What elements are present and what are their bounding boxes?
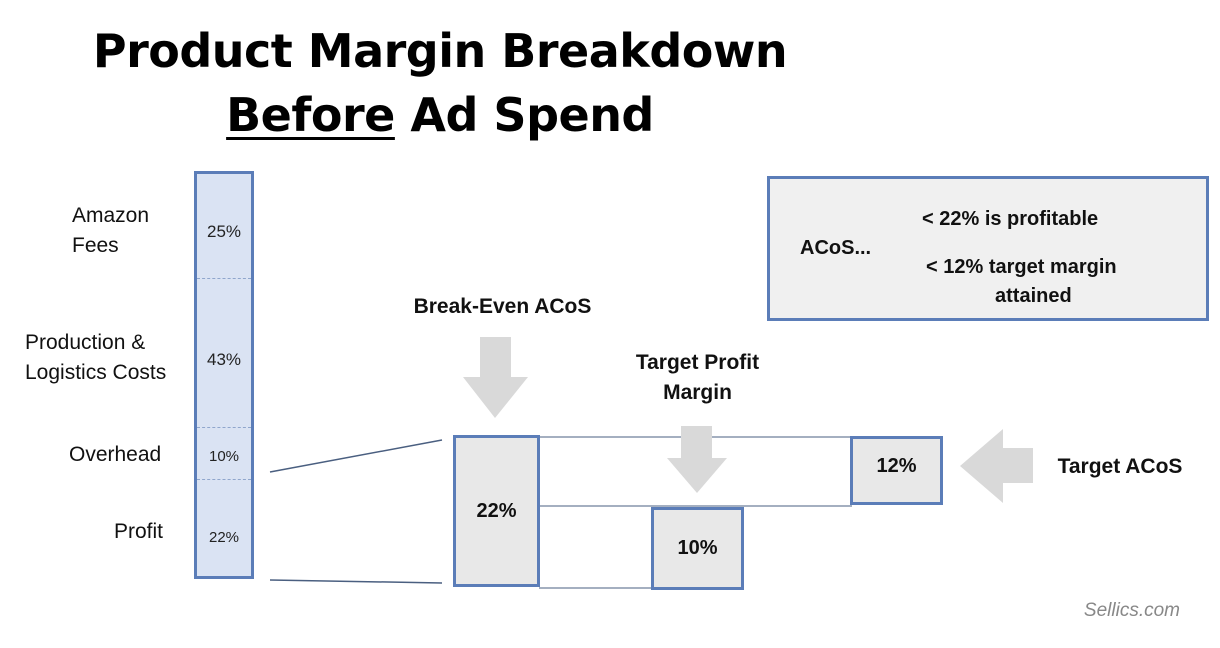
info-line-target: < 12% target margin — [926, 256, 1117, 278]
page-subtitle: Before Ad Spend — [0, 88, 880, 142]
target-profit-label: Target Profit Margin — [635, 351, 760, 404]
segment-value-profit: 22% — [208, 529, 240, 546]
acos-info-box: ACoS... < 22% is profitable < 12% target… — [767, 176, 1209, 321]
margin-stack-bar: 25% 43% 10% 22% — [194, 171, 254, 579]
segment-divider — [197, 427, 251, 428]
target-acos-value: 12% — [876, 455, 917, 477]
target-acos-box: 12% — [850, 436, 943, 505]
connector-line-top — [269, 439, 443, 473]
down-arrow-icon — [463, 337, 528, 418]
segment-value-overhead: 10% — [208, 448, 240, 465]
segment-label-overhead: Overhead — [69, 443, 162, 466]
breakeven-box: 22% — [453, 435, 540, 587]
segment-label-profit: Profit — [114, 520, 164, 543]
breakeven-label: Break-Even ACoS — [413, 295, 592, 318]
down-arrow-icon — [667, 426, 727, 493]
segment-value-amazon-fees: 25% — [206, 222, 242, 241]
title-emphasis: Before — [226, 88, 395, 142]
segment-label-production: Production & Logistics Costs — [25, 331, 167, 384]
breakeven-value: 22% — [476, 499, 517, 522]
info-line-attained: attained — [995, 285, 1072, 307]
segment-divider — [197, 479, 251, 480]
info-prefix: ACoS... — [800, 237, 872, 259]
title-rest: Ad Spend — [394, 88, 654, 142]
source-credit: Sellics.com — [1083, 600, 1180, 621]
segment-value-production: 43% — [206, 350, 242, 369]
target-acos-label: Target ACoS — [1057, 455, 1183, 478]
target-profit-value: 10% — [677, 537, 718, 559]
segment-divider — [197, 278, 251, 279]
segment-label-amazon-fees: Amazon Fees — [72, 204, 150, 257]
connector-line-bottom — [269, 579, 443, 584]
page-title: Product Margin Breakdown — [92, 24, 788, 78]
target-profit-box: 10% — [651, 507, 744, 590]
left-arrow-icon — [960, 429, 1033, 503]
info-line-profitable: < 22% is profitable — [922, 208, 1099, 230]
